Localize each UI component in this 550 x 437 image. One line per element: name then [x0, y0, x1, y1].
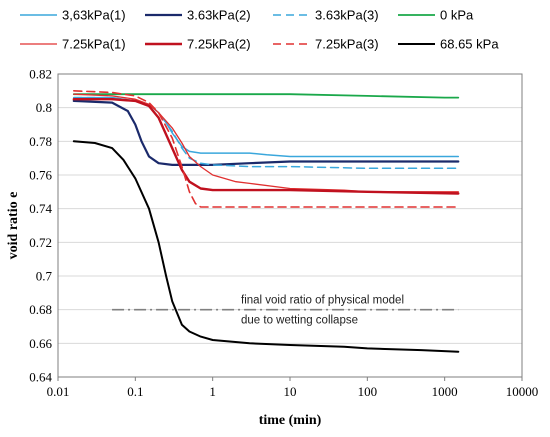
x-tick-label: 10000 [506, 384, 539, 399]
legend-label: 3,63kPa(1) [62, 8, 126, 23]
grid-lines [58, 73, 522, 378]
x-axis-ticks: 0.01 0.1 1 10 100 1000 10000 [47, 377, 539, 399]
x-tick-label: 1000 [432, 384, 458, 399]
legend-label: 3.63kPa(3) [315, 8, 379, 23]
series-line [72, 140, 460, 353]
legend-label: 68.65 kPa [440, 37, 499, 52]
annotation-text-line-2: due to wetting collapse [241, 315, 358, 327]
series-line [73, 90, 460, 208]
x-tick-label: 0.1 [127, 384, 143, 399]
legend-label: 3.63kPa(2) [187, 8, 251, 23]
plot-frame [57, 73, 523, 378]
annotation-text-line-1: final void ratio of physical model [241, 295, 404, 307]
y-tick-label: 0.74 [29, 201, 52, 216]
series-line [72, 93, 460, 99]
y-tick-label: 0.68 [29, 302, 52, 317]
series-line [72, 98, 460, 195]
legend-label: 7.25kPa(2) [187, 37, 251, 52]
x-tick-label: 0.01 [47, 384, 70, 399]
x-tick-label: 100 [358, 384, 378, 399]
y-tick-label: 0.66 [29, 336, 52, 351]
series-line [72, 99, 460, 166]
series-line [73, 96, 460, 170]
y-tick-label: 0.76 [29, 168, 52, 183]
y-tick-label: 0.78 [29, 134, 52, 149]
x-axis-title: time (min) [259, 413, 322, 428]
y-tick-label: 0.72 [29, 235, 52, 250]
series-line [73, 93, 459, 193]
y-tick-label: 0.8 [36, 100, 52, 115]
y-axis-ticks: 0.64 0.66 0.68 0.7 0.72 0.74 0.76 0.78 0.8 0.82 [29, 67, 52, 385]
y-tick-label: 0.7 [36, 269, 53, 284]
x-tick-label: 1 [209, 384, 216, 399]
legend-label: 7.25kPa(1) [62, 37, 126, 52]
legend-label: 0 kPa [440, 8, 474, 23]
series-lines [72, 90, 460, 353]
series-line [73, 96, 460, 158]
annotation-group: final void ratio of physical model due t… [112, 295, 459, 327]
y-tick-label: 0.64 [29, 370, 52, 385]
y-axis-title: void ratio e [6, 192, 21, 260]
x-tick-label: 10 [284, 384, 297, 399]
legend: 3,63kPa(1) 3.63kPa(2) 3.63kPa(3) 0 kPa 7.25k… [20, 8, 499, 52]
y-tick-label: 0.82 [29, 67, 52, 82]
legend-label: 7.25kPa(3) [315, 37, 379, 52]
